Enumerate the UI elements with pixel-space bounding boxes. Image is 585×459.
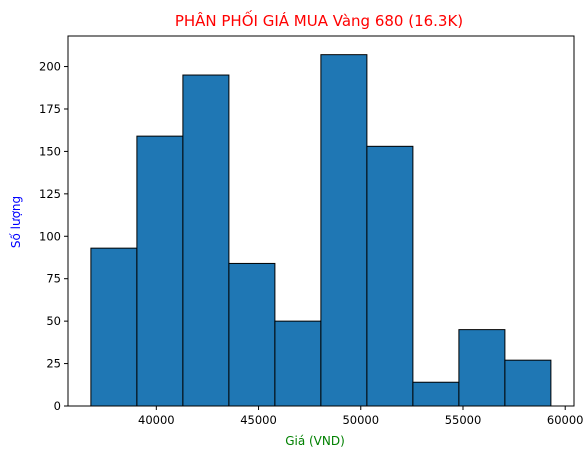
plot-frame [67,35,575,407]
histogram-bar-9 [458,329,506,407]
histogram-bar-2 [136,135,184,407]
x-tick-label: 55000 [445,413,482,427]
y-tick-label: 100 [39,229,61,243]
y-tick-label: 50 [46,314,61,328]
histogram-bar-4 [228,262,276,407]
y-tick-label: 75 [46,272,61,286]
bars-layer [90,54,552,407]
y-tick-label: 0 [54,399,61,413]
histogram-bar-3 [182,74,230,407]
x-tick-label: 45000 [240,413,277,427]
y-tick-label: 175 [39,102,61,116]
y-tick-label: 200 [39,60,61,74]
y-axis-ticks: 0 25 50 75 100 125 150 175 200 [39,60,68,413]
chart-title: PHÂN PHỐI GIÁ MUA Vàng 680 (16.3K) [175,9,463,30]
histogram-bar-6 [320,54,368,407]
histogram-bar-1 [90,247,138,407]
histogram-bar-5 [274,320,322,407]
x-tick-label: 50000 [342,413,379,427]
histogram-bar-10 [504,359,552,407]
y-tick-label: 150 [39,144,61,158]
y-axis-label: Số lượng [9,196,23,248]
y-tick-label: 125 [39,187,61,201]
histogram-bar-7 [366,145,414,407]
histogram-bar-8 [412,381,460,407]
x-axis-ticks: 40000 45000 50000 55000 60000 [138,406,584,427]
x-axis-label: Giá (VND) [285,434,345,448]
y-tick-label: 25 [46,357,61,371]
x-tick-label: 40000 [138,413,175,427]
x-tick-label: 60000 [547,413,584,427]
